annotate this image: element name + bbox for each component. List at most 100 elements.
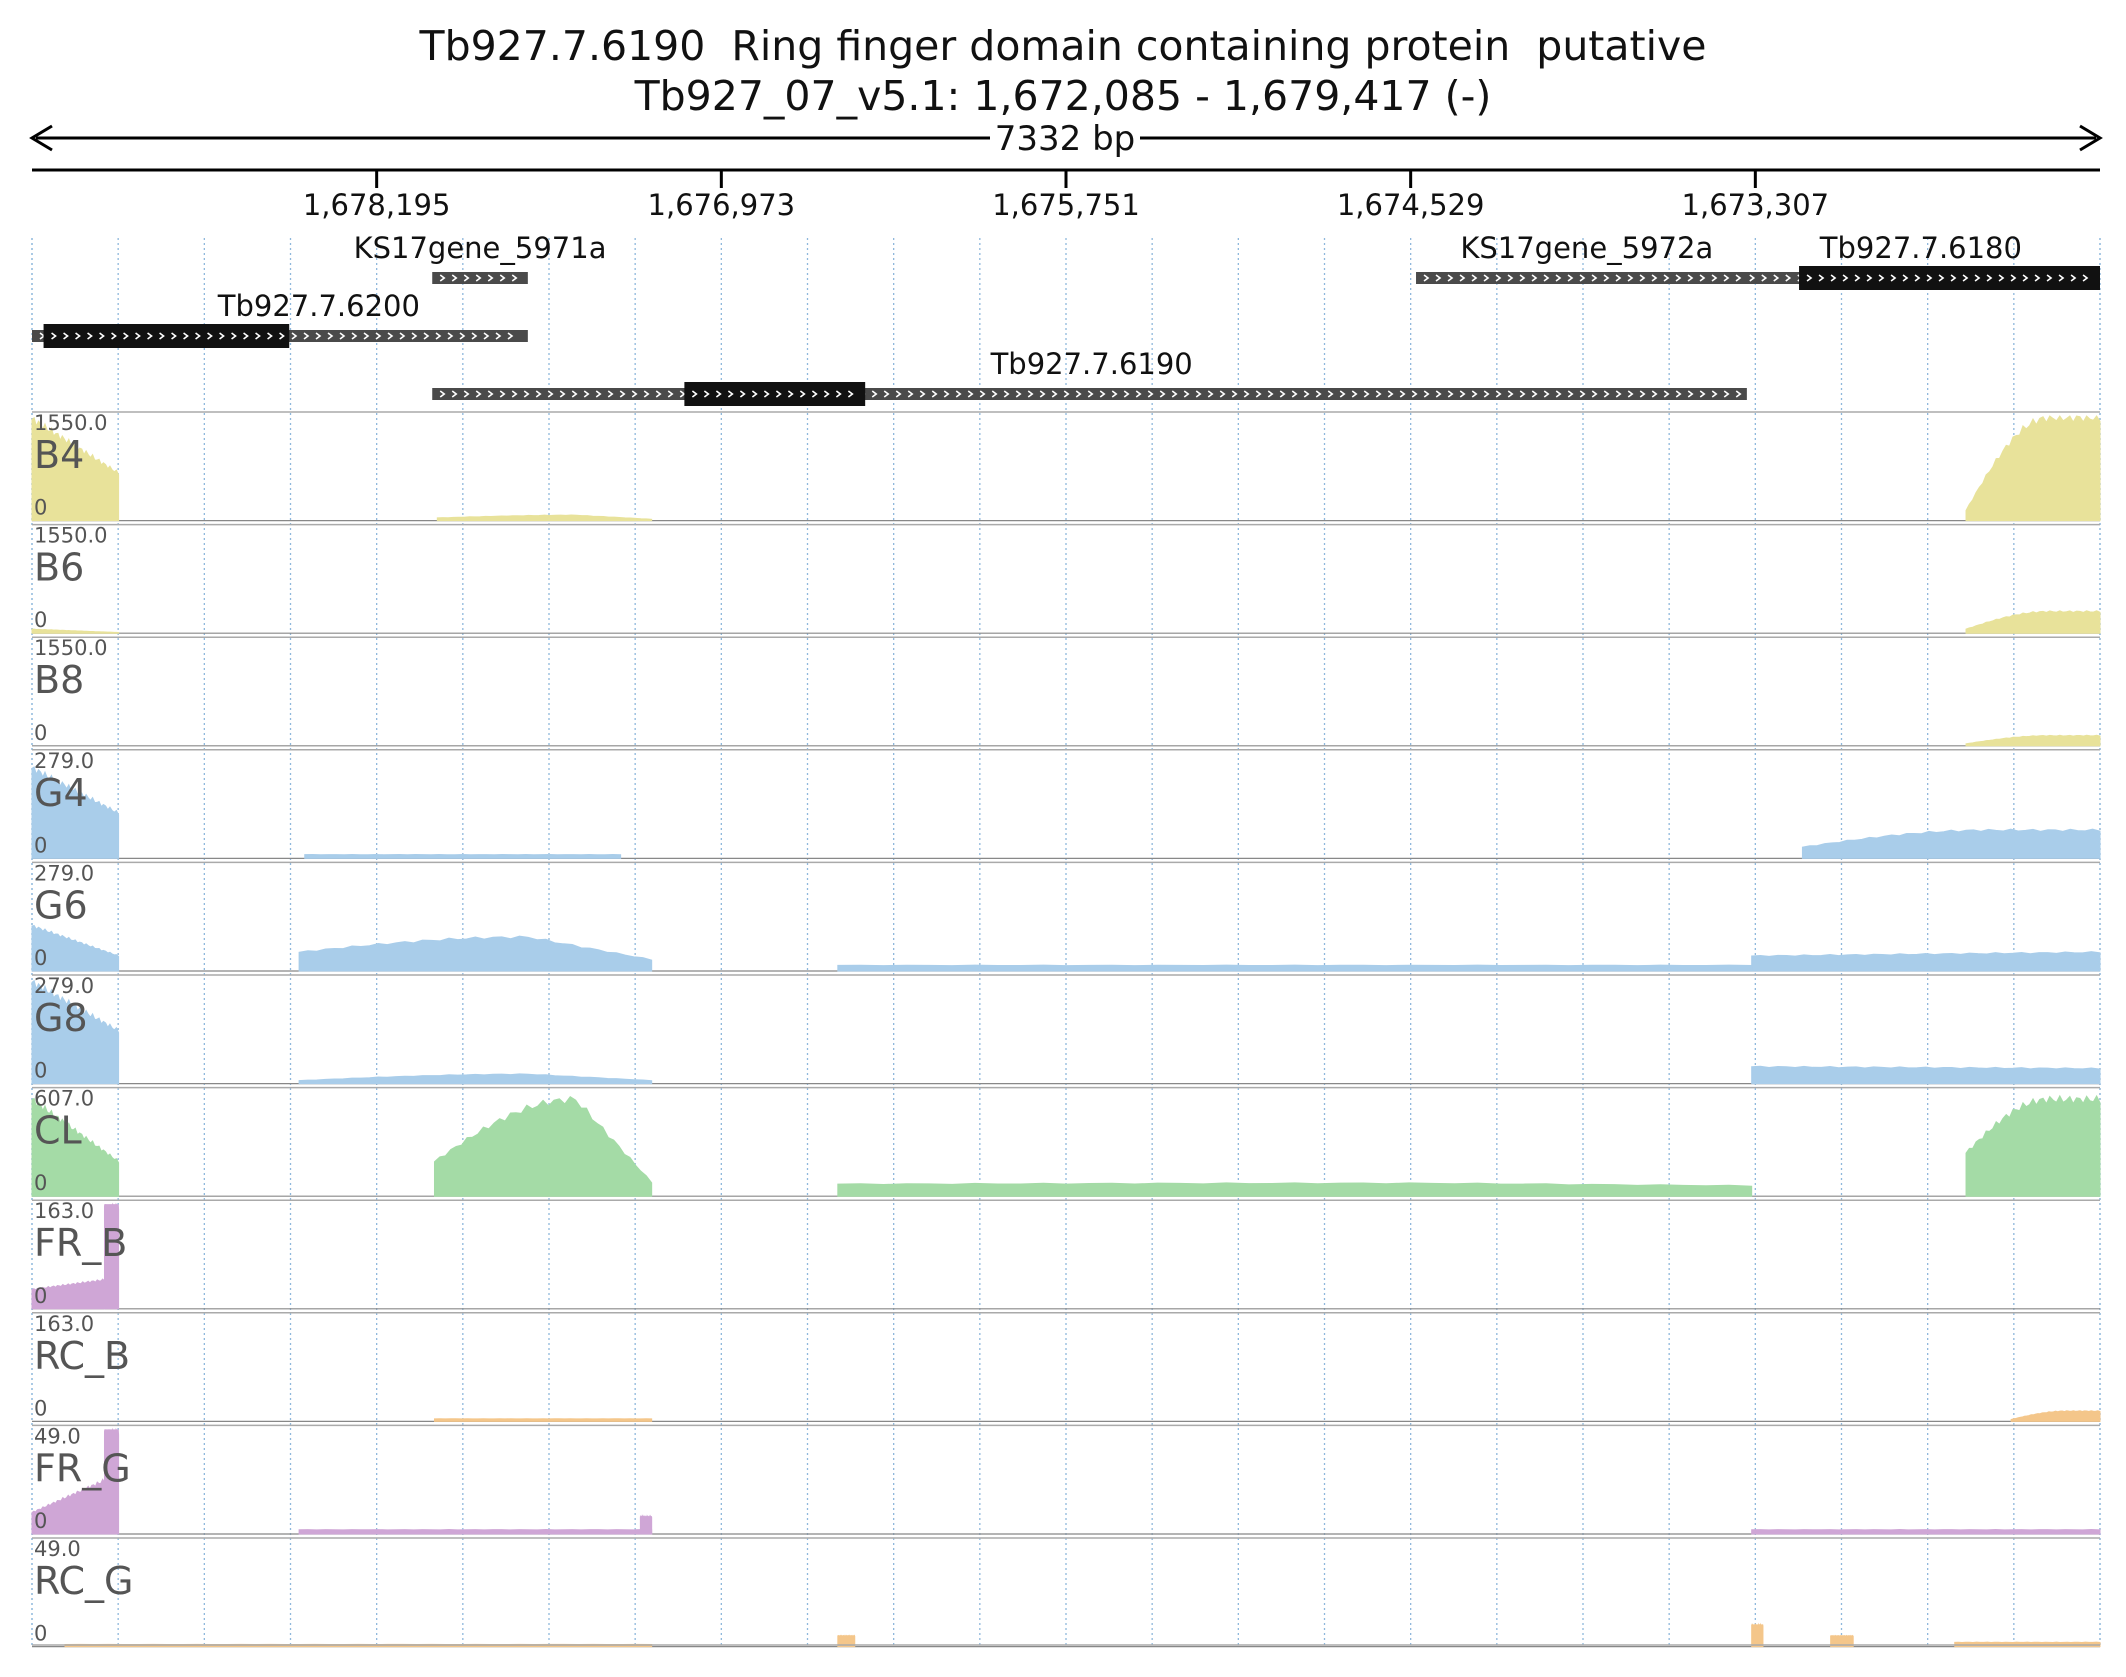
strand-chevron-icon bbox=[1183, 390, 1190, 398]
strand-chevron-icon bbox=[1749, 274, 1756, 282]
strand-chevron-icon bbox=[1711, 274, 1718, 282]
strand-chevron-icon bbox=[231, 332, 237, 340]
coverage-area-G4 bbox=[304, 854, 622, 859]
strand-chevron-icon bbox=[1147, 390, 1154, 398]
strand-chevron-icon bbox=[799, 390, 806, 398]
strand-chevron-icon bbox=[1219, 390, 1226, 398]
track-max-label: 163.0 bbox=[34, 1312, 94, 1336]
strand-chevron-icon bbox=[1411, 390, 1418, 398]
strand-chevron-icon bbox=[1699, 390, 1706, 398]
strand-chevron-icon bbox=[1603, 274, 1610, 282]
gene-label-Tb927.7.6200[interactable]: Tb927.7.6200 bbox=[217, 289, 420, 323]
strand-chevron-icon bbox=[715, 390, 722, 398]
strand-chevron-icon bbox=[751, 390, 758, 398]
gene-label-KS17gene_5971a[interactable]: KS17gene_5971a bbox=[354, 231, 607, 265]
track-name-B4[interactable]: B4 bbox=[34, 433, 84, 477]
strand-chevron-icon bbox=[823, 390, 830, 398]
track-name-G4[interactable]: G4 bbox=[34, 771, 88, 815]
strand-chevron-icon bbox=[943, 390, 950, 398]
track-min-label: 0 bbox=[34, 1622, 47, 1646]
gene-Tb927.7.6190[interactable] bbox=[432, 388, 1747, 400]
strand-chevron-icon bbox=[787, 390, 794, 398]
track-name-CL[interactable]: CL bbox=[34, 1109, 82, 1153]
track-name-RC_G[interactable]: RC_G bbox=[34, 1559, 134, 1603]
strand-chevron-icon bbox=[1543, 390, 1550, 398]
strand-chevron-icon bbox=[1195, 390, 1202, 398]
strand-chevron-icon bbox=[439, 390, 446, 398]
strand-chevron-icon bbox=[1015, 390, 1022, 398]
strand-chevron-icon bbox=[871, 390, 878, 398]
strand-chevron-icon bbox=[1339, 390, 1346, 398]
coverage-area-G6 bbox=[31, 924, 120, 972]
strand-chevron-icon bbox=[835, 390, 842, 398]
track-max-label: 163.0 bbox=[34, 1199, 94, 1223]
strand-chevron-icon bbox=[511, 274, 518, 282]
strand-chevron-icon bbox=[1914, 274, 1921, 282]
strand-chevron-icon bbox=[1531, 390, 1538, 398]
strand-chevron-icon bbox=[135, 332, 141, 340]
strand-chevron-icon bbox=[99, 332, 105, 340]
strand-chevron-icon bbox=[1435, 390, 1442, 398]
coverage-area-FR_B bbox=[103, 1202, 120, 1310]
strand-chevron-icon bbox=[1687, 390, 1694, 398]
coverage-area-FR_G bbox=[298, 1529, 653, 1535]
strand-chevron-icon bbox=[2058, 274, 2065, 282]
strand-chevron-icon bbox=[1507, 390, 1514, 398]
strand-chevron-icon bbox=[171, 332, 177, 340]
strand-chevron-icon bbox=[847, 390, 854, 398]
track-name-G6[interactable]: G6 bbox=[34, 883, 88, 927]
strand-chevron-icon bbox=[1699, 274, 1706, 282]
track-max-label: 49.0 bbox=[34, 1424, 81, 1448]
gene-label-Tb927.7.6180[interactable]: Tb927.7.6180 bbox=[1819, 231, 2022, 265]
strand-chevron-icon bbox=[1926, 274, 1933, 282]
strand-chevron-icon bbox=[1123, 390, 1130, 398]
gene-KS17gene_5972a[interactable] bbox=[1416, 272, 1758, 284]
span-arrow-left-icon bbox=[29, 124, 53, 152]
track-name-B8[interactable]: B8 bbox=[34, 658, 84, 702]
track-name-G8[interactable]: G8 bbox=[34, 996, 88, 1040]
strand-chevron-icon bbox=[1761, 274, 1768, 282]
ruler-tick-label: 1,678,195 bbox=[303, 188, 451, 222]
coverage-area-FR_G bbox=[1751, 1529, 2101, 1535]
track-name-FR_G[interactable]: FR_G bbox=[34, 1446, 131, 1490]
coverage-area-G8 bbox=[1751, 1065, 2101, 1085]
track-name-FR_B[interactable]: FR_B bbox=[34, 1221, 127, 1265]
gene-label-Tb927.7.6190[interactable]: Tb927.7.6190 bbox=[990, 347, 1193, 381]
strand-chevron-icon bbox=[1243, 390, 1250, 398]
track-max-label: 279.0 bbox=[34, 861, 94, 885]
ruler-tick-label: 1,676,973 bbox=[648, 188, 796, 222]
gene-label-KS17gene_5972a[interactable]: KS17gene_5972a bbox=[1460, 231, 1713, 265]
track-min-label: 0 bbox=[34, 1171, 47, 1195]
strand-chevron-icon bbox=[499, 390, 506, 398]
strand-chevron-icon bbox=[511, 390, 518, 398]
strand-chevron-icon bbox=[1207, 390, 1214, 398]
strand-chevron-icon bbox=[195, 332, 201, 340]
cds-Tb927.7.6190[interactable] bbox=[684, 382, 866, 406]
strand-chevron-icon bbox=[75, 332, 81, 340]
strand-chevron-icon bbox=[255, 332, 261, 340]
strand-chevron-icon bbox=[291, 332, 298, 340]
coverage-area-G6 bbox=[837, 964, 1753, 972]
strand-chevron-icon bbox=[1723, 390, 1730, 398]
strand-chevron-icon bbox=[1902, 274, 1909, 282]
strand-chevron-icon bbox=[727, 390, 734, 398]
strand-chevron-icon bbox=[279, 332, 285, 340]
strand-chevron-icon bbox=[967, 390, 974, 398]
strand-chevron-icon bbox=[907, 390, 914, 398]
track-name-RC_B[interactable]: RC_B bbox=[34, 1334, 130, 1378]
strand-chevron-icon bbox=[327, 332, 334, 340]
strand-chevron-icon bbox=[315, 332, 322, 340]
cds-Tb927.7.6180[interactable] bbox=[1799, 266, 2100, 290]
track-name-B6[interactable]: B6 bbox=[34, 546, 84, 590]
strand-chevron-icon bbox=[2046, 274, 2053, 282]
strand-chevron-icon bbox=[1351, 390, 1358, 398]
strand-chevron-icon bbox=[919, 390, 926, 398]
track-max-label: 49.0 bbox=[34, 1537, 81, 1561]
track-max-label: 1550.0 bbox=[34, 636, 107, 660]
strand-chevron-icon bbox=[387, 332, 394, 340]
strand-chevron-icon bbox=[1555, 390, 1562, 398]
ruler-tick-label: 1,674,529 bbox=[1337, 188, 1485, 222]
coverage-area-FR_G bbox=[103, 1427, 120, 1535]
strand-chevron-icon bbox=[1471, 274, 1478, 282]
